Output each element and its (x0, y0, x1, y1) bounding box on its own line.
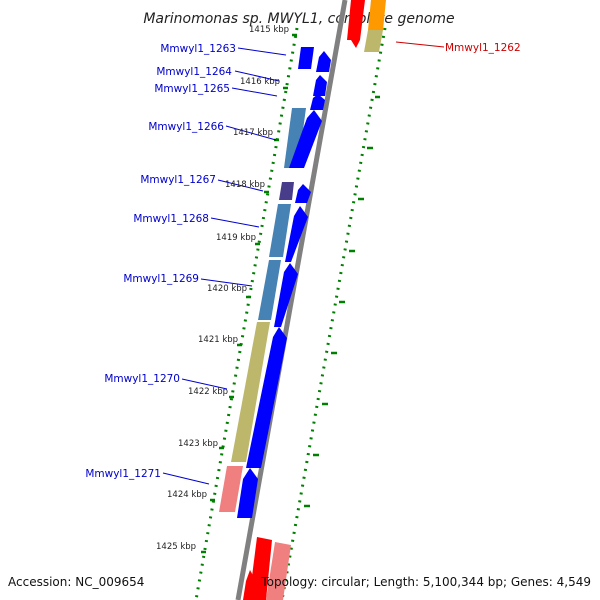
outer-guide-line (280, 27, 387, 600)
gene-label-1270[interactable]: Mmwyl1_1270 (104, 373, 180, 385)
cds-arrow-1271[interactable] (237, 468, 258, 518)
outer-tick-marks (304, 95, 380, 508)
cds-arrow-1262[interactable] (347, 0, 365, 48)
gene-label-1265[interactable]: Mmwyl1_1265 (154, 83, 230, 95)
cds-arrow-1264[interactable] (313, 75, 327, 96)
tick-label-1415: 1415 kbp (249, 25, 289, 35)
topology-summary: Topology: circular; Length: 5,100,344 bp… (260, 575, 591, 589)
feature-box-1267[interactable] (279, 182, 294, 200)
tick-label-1418: 1418 kbp (225, 180, 265, 190)
tick-label-1421: 1421 kbp (198, 335, 238, 345)
inner-guide-line (194, 27, 299, 600)
inner-tick-marks (201, 33, 297, 554)
tick-label-1425: 1425 kbp (156, 542, 196, 552)
map-title: Marinomonas sp. MWYL1, complete genome (143, 11, 454, 27)
tick-label-1422: 1422 kbp (188, 387, 228, 397)
gene-label-1271[interactable]: Mmwyl1_1271 (85, 468, 161, 480)
gene-label-1266[interactable]: Mmwyl1_1266 (148, 121, 224, 133)
cds-arrow-1267[interactable] (295, 184, 311, 203)
feature-box-1269[interactable] (258, 260, 281, 320)
label-leader-lines (162, 41, 445, 485)
kbp-tick-labels: 1415 kbp 1416 kbp 1417 kbp 1418 kbp 1419… (156, 25, 289, 552)
tick-label-1423: 1423 kbp (178, 439, 218, 449)
tick-label-1417: 1417 kbp (233, 128, 273, 138)
gene-label-1264[interactable]: Mmwyl1_1264 (156, 66, 232, 78)
feature-box-1262-orange[interactable] (368, 0, 386, 30)
cds-arrow-1265[interactable] (310, 94, 325, 110)
tick-label-1424: 1424 kbp (167, 490, 207, 500)
tick-label-1419: 1419 kbp (216, 233, 256, 243)
accession-label: Accession: NC_009654 (8, 575, 144, 589)
cds-arrow-1270[interactable] (246, 327, 287, 468)
gene-labels: Mmwyl1_1262 Mmwyl1_1263 Mmwyl1_1264 Mmwy… (85, 42, 520, 480)
feature-box-lower-salmon[interactable] (266, 542, 291, 600)
feature-box-1262-khaki[interactable] (364, 30, 383, 52)
gene-label-1263[interactable]: Mmwyl1_1263 (160, 43, 236, 55)
cds-arrow-lower-red[interactable] (243, 570, 256, 600)
genome-backbone (235, 0, 348, 600)
feature-box-1268[interactable] (269, 204, 291, 257)
gene-label-1262[interactable]: Mmwyl1_1262 (445, 42, 521, 54)
cds-arrow-1263[interactable] (316, 51, 331, 72)
cds-arrow-1266[interactable] (289, 110, 322, 168)
feature-box-1271[interactable] (219, 466, 243, 512)
gene-label-1267[interactable]: Mmwyl1_1267 (140, 174, 216, 186)
gene-label-1268[interactable]: Mmwyl1_1268 (133, 213, 209, 225)
feature-box-1263[interactable] (298, 47, 314, 69)
tick-label-1420: 1420 kbp (207, 284, 247, 294)
feature-box-1266[interactable] (284, 108, 306, 168)
cds-arrow-1268[interactable] (285, 206, 308, 262)
feature-box-1270[interactable] (231, 322, 270, 462)
tick-label-1416: 1416 kbp (240, 77, 280, 87)
cds-arrow-1269[interactable] (274, 263, 298, 327)
gene-label-1269[interactable]: Mmwyl1_1269 (123, 273, 199, 285)
